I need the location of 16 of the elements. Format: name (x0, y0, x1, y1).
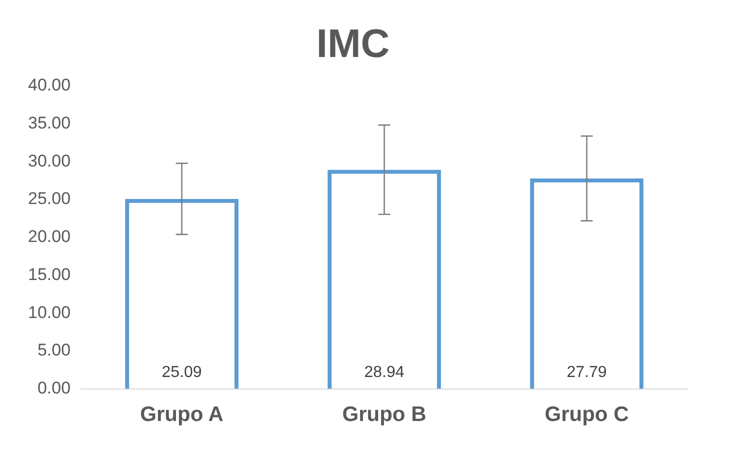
data-label: 25.09 (162, 364, 202, 382)
y-tick-label: 40.00 (28, 76, 71, 95)
y-tick-label: 0.00 (37, 378, 71, 398)
y-tick-label: 15.00 (28, 264, 71, 284)
data-label: 28.94 (364, 364, 404, 382)
y-tick-label: 25.00 (28, 189, 71, 208)
x-tick-label: Grupo B (342, 403, 426, 426)
x-tick-label: Grupo C (544, 403, 629, 426)
y-tick-label: 35.00 (28, 114, 71, 133)
y-tick-label: 10.00 (28, 302, 71, 322)
data-label: 27.79 (566, 364, 607, 382)
y-tick-label: 20.00 (28, 227, 71, 246)
chart-title: IMC (316, 22, 390, 66)
y-tick-label: 5.00 (37, 340, 71, 360)
x-tick-label: Grupo A (140, 403, 224, 426)
y-tick-label: 30.00 (28, 151, 71, 170)
